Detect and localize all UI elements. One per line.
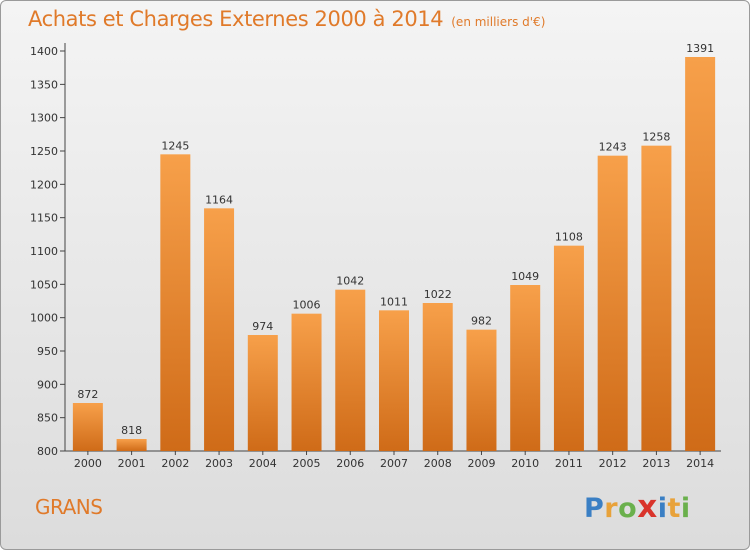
x-tick-label: 2000 <box>74 457 102 470</box>
x-tick-label: 2011 <box>555 457 583 470</box>
y-tick-label: 1150 <box>30 212 58 225</box>
bar <box>160 154 191 452</box>
bar-value-label: 1164 <box>205 193 233 206</box>
bar-value-label: 974 <box>252 320 273 333</box>
bar <box>335 289 366 451</box>
x-tick-label: 2007 <box>380 457 408 470</box>
logo-letter: x <box>637 489 658 525</box>
logo-letter: r <box>604 493 619 524</box>
bar-value-label: 1391 <box>686 42 714 55</box>
bar-value-label: 1245 <box>161 139 189 152</box>
bar-value-label: 1006 <box>293 299 321 312</box>
bar <box>379 310 409 451</box>
logo-letter: i <box>680 493 691 524</box>
y-tick-label: 1200 <box>30 178 58 191</box>
x-tick-label: 2014 <box>686 457 714 470</box>
bar <box>422 303 453 451</box>
x-tick-label: 2013 <box>642 457 670 470</box>
x-tick-label: 2005 <box>293 457 321 470</box>
x-tick-label: 2003 <box>205 457 233 470</box>
y-tick-label: 900 <box>37 378 58 391</box>
bar <box>510 285 541 451</box>
logo-letter: t <box>667 493 681 524</box>
y-tick-label: 1250 <box>30 145 58 158</box>
bar <box>553 245 584 451</box>
x-tick-label: 2010 <box>511 457 539 470</box>
x-tick-label: 2004 <box>249 457 277 470</box>
bar <box>204 208 235 451</box>
y-tick-label: 950 <box>37 345 58 358</box>
logo-letter: i <box>657 493 668 524</box>
x-tick-label: 2012 <box>599 457 627 470</box>
y-tick-label: 1050 <box>30 278 58 291</box>
chart-subtitle: (en milliers d'€) <box>451 15 546 29</box>
bar <box>247 335 278 451</box>
y-tick-label: 1000 <box>30 312 58 325</box>
bar-value-label: 1243 <box>599 141 627 154</box>
bar <box>685 57 716 451</box>
y-tick-label: 1100 <box>30 245 58 258</box>
location-label: GRANS <box>35 495 103 519</box>
bar-value-label: 872 <box>77 388 98 401</box>
bar <box>641 145 672 451</box>
title-text: Achats et Charges Externes 2000 à 2014 <box>28 7 444 31</box>
x-tick-label: 2008 <box>424 457 452 470</box>
x-tick-label: 2001 <box>118 457 146 470</box>
bar-value-label: 1022 <box>424 288 452 301</box>
bar <box>466 329 497 451</box>
logo-letter: o <box>618 493 638 524</box>
bar <box>291 313 322 451</box>
bar <box>116 439 147 451</box>
bar-value-label: 1042 <box>336 275 364 288</box>
bar-value-label: 1049 <box>511 270 539 283</box>
y-tick-label: 1350 <box>30 78 58 91</box>
bar-value-label: 1108 <box>555 231 583 244</box>
bar-value-label: 818 <box>121 424 142 437</box>
logo-letter: P <box>584 493 605 524</box>
x-tick-label: 2009 <box>467 457 495 470</box>
bar <box>72 403 103 451</box>
bar <box>597 155 628 451</box>
y-tick-label: 850 <box>37 412 58 425</box>
bar-value-label: 1258 <box>642 131 670 144</box>
y-tick-label: 800 <box>37 445 58 458</box>
chart-title: Achats et Charges Externes 2000 à 2014 (e… <box>28 7 545 31</box>
x-tick-label: 2002 <box>161 457 189 470</box>
bar-value-label: 1011 <box>380 295 408 308</box>
y-tick-label: 1400 <box>30 45 58 58</box>
proxiti-logo: Proxiti <box>584 489 691 525</box>
x-tick-label: 2006 <box>336 457 364 470</box>
bar-value-label: 982 <box>471 315 492 328</box>
y-tick-label: 1300 <box>30 112 58 125</box>
